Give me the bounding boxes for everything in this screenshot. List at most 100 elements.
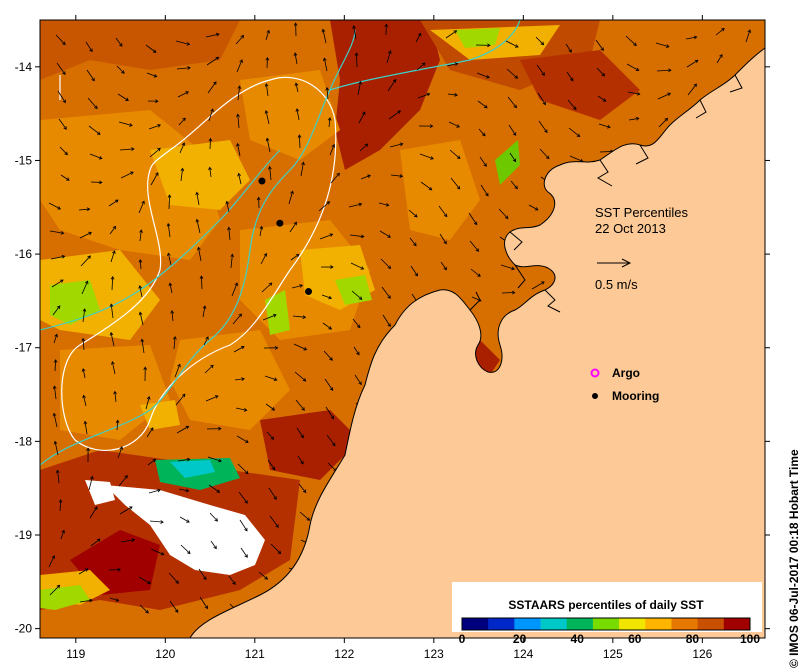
current-vector-head [273,496,277,500]
current-vector [178,488,189,492]
current-vector-head [329,387,334,391]
current-vector-head [302,489,307,494]
current-vector-head [143,366,148,371]
colorbar-swatches [461,617,751,631]
current-vector [207,456,222,462]
current-vector [236,435,249,443]
current-vector-head [295,108,300,112]
current-vector [269,515,279,528]
current-vector-head [141,200,145,205]
current-vector-head [426,92,431,97]
current-vector [205,395,219,402]
mooring-marker [305,288,313,296]
current-vector-head [109,303,114,308]
current-vector [49,230,64,234]
current-vector [235,35,244,45]
current-vector [354,374,362,385]
current-vector-head [186,519,190,523]
current-vector-head [186,550,191,555]
no-data-cloud [105,485,265,575]
current-vector [149,147,161,158]
current-vector [351,290,363,300]
current-vector [477,100,488,109]
current-vector [500,264,515,270]
current-vector [49,585,60,596]
current-vector [445,30,457,39]
current-vector-head [330,415,334,420]
current-vector-head [109,331,114,336]
current-vector [479,156,487,167]
current-vector [110,332,115,347]
current-vector [80,255,91,267]
current-vector-head [66,177,70,181]
current-vector-head [157,147,161,152]
current-vector-head [112,250,116,254]
sst-mid-zone [240,70,340,160]
current-vector [528,204,539,211]
current-vector [390,174,403,177]
current-vector-head [354,52,359,56]
current-vector [264,375,277,381]
current-vector-head [602,98,607,102]
current-vector [78,568,89,575]
current-vector-head [300,434,304,439]
current-vector [349,234,364,238]
current-vector-head [62,41,66,46]
current-vector-head [274,345,279,350]
current-vector [54,386,57,400]
current-vector-head [322,57,327,62]
current-vector [598,123,611,128]
current-vector [87,97,98,109]
current-vector [449,149,461,159]
current-vector [115,37,123,47]
current-vector [82,308,86,323]
current-vector-head [414,272,418,277]
current-vector-head [94,105,98,110]
current-vector-head [413,242,417,247]
current-vector [180,544,191,554]
current-vector [235,407,247,411]
current-vector-head [208,166,212,171]
current-vector-head [237,85,242,90]
current-vector [352,318,361,328]
current-vector-head [456,155,461,160]
current-vector [468,212,478,225]
current-vector [82,368,86,379]
current-vector [321,294,332,299]
current-vector-head [456,124,460,128]
current-vector [179,516,190,523]
current-vector-head [61,529,66,534]
current-vector [408,209,418,218]
current-vector [596,67,605,77]
current-vector-head [152,458,157,463]
info-date: 22 Oct 2013 [595,221,666,236]
current-vector-head [59,279,64,283]
current-vector [117,93,129,101]
current-vector-head [214,395,219,399]
current-vector-head [293,52,298,57]
current-vector-head [352,25,356,29]
current-vector [237,86,241,101]
colorbar-ticks: 0 20 40 60 80 100 [459,632,761,646]
current-vector [568,127,580,137]
current-vector-head [327,117,332,121]
current-vector-head [601,72,605,77]
current-vector-head [263,252,268,257]
current-vector-head [477,273,481,277]
current-vector-head [504,215,509,220]
current-vector [237,114,240,129]
current-vector-head [239,59,243,63]
current-vector-head [256,196,261,201]
current-vector-head [299,284,304,288]
current-vector-head [358,202,363,207]
current-vector [292,315,306,318]
sst-cool-zone [40,585,90,610]
lon-tick-label: 124 [513,647,533,661]
current-vector [266,431,274,440]
current-vector-head [513,104,517,109]
lat-tick-label: -20 [15,622,33,636]
current-vector-head [56,305,61,310]
current-vector [205,33,220,38]
current-vector-head [356,351,360,356]
current-vector-head [454,62,459,66]
